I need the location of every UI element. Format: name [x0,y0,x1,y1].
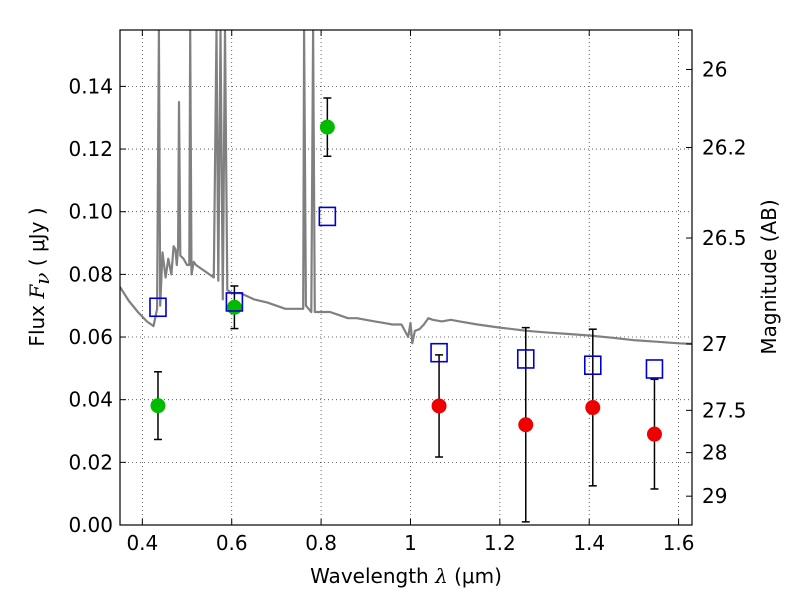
y2-tick-label: 28 [702,441,727,465]
model-flux-square [645,359,664,379]
y2-tick-label: 27 [702,332,727,356]
model-spectrum [120,30,692,345]
y-tick-label: 0.12 [68,137,113,161]
y2-tick-label: 29 [702,484,727,508]
data-point [226,299,242,315]
x-tick-label: 0.8 [305,531,337,555]
y-tick-label: 0.06 [68,325,113,349]
data-point [585,400,601,416]
axis-ticks: 0.4 0.6 0.8 1 1.2 1.4 1.6 0.00 0.02 0.04 0.06 0.08 0… [68,30,747,555]
data-point [431,398,447,414]
model-flux-square [318,206,337,227]
data-point [319,119,335,135]
x-tick-label: 0.6 [216,531,248,555]
data-point [646,426,662,442]
y-tick-label: 0.02 [68,450,113,474]
y-tick-label: 0.00 [68,513,113,537]
data-points [149,97,664,523]
x-tick-label: 1.6 [663,531,695,555]
model-flux-square [516,349,535,369]
x-axis-title: Wavelength λ (μm) [310,564,502,588]
y-tick-label: 0.08 [68,262,113,286]
data-point [518,417,534,433]
model-flux-square [225,292,244,312]
y-axis-title: Flux Fν ( μJy ) [25,207,54,346]
x-tick-label: 1.2 [484,531,516,555]
y2-tick-label: 26 [702,57,727,81]
y-tick-label: 0.04 [68,388,113,412]
model-flux-square [430,342,448,363]
plot-frame [119,29,693,526]
data-point [150,398,166,414]
model-flux-square [583,355,602,376]
model-spectrum-line [120,30,692,345]
y2-tick-label: 27.5 [702,398,747,422]
y-tick-label: 0.14 [68,74,113,98]
x-tick-label: 0.4 [126,531,158,555]
y2-tick-label: 26.5 [702,226,747,250]
y-tick-label: 0.10 [68,200,113,224]
y2-tick-label: 26.2 [702,135,747,159]
x-tick-label: 1 [404,531,417,555]
model-flux-square [149,297,167,318]
y2-axis-title: Magnitude (AB) [757,199,781,354]
x-tick-label: 1.4 [573,531,605,555]
